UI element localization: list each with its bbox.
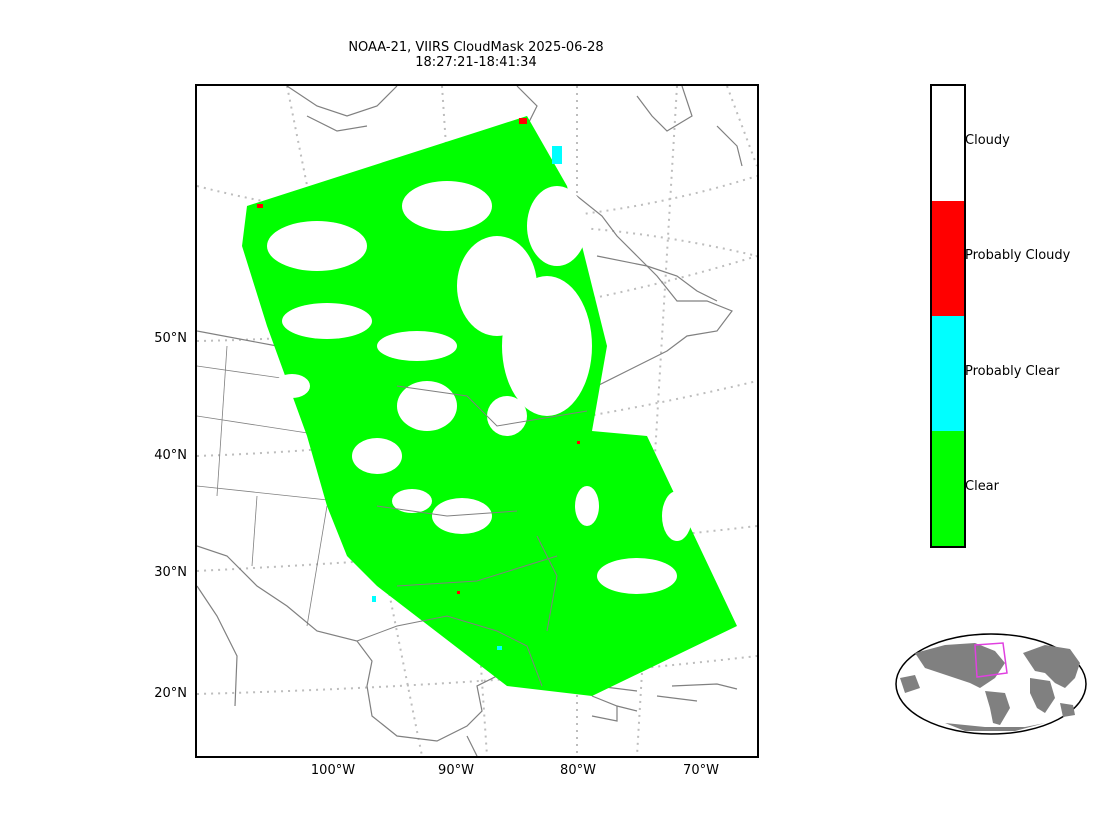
title-line-2: 18:27:21-18:41:34 — [415, 55, 537, 70]
colorbar-probably-clear — [932, 316, 964, 431]
overview-globe — [895, 633, 1089, 735]
overview-map — [895, 633, 1087, 735]
colorbar-clear — [932, 431, 964, 546]
lon-label-80: 80°W — [560, 763, 596, 778]
lon-label-100: 100°W — [310, 763, 356, 778]
lon-label-90: 90°W — [438, 763, 474, 778]
overview-swath-box — [974, 642, 1008, 678]
legend-label-cloudy: Cloudy — [965, 133, 1010, 148]
legend-label-clear: Clear — [965, 479, 999, 494]
map-panel — [195, 84, 759, 758]
map-canvas — [197, 86, 757, 756]
lat-label-40: 40°N — [154, 448, 187, 463]
legend-label-probably-cloudy: Probably Cloudy — [965, 248, 1071, 263]
cloudmask-swath — [242, 116, 737, 696]
overview-land — [900, 643, 1080, 731]
colorbar — [930, 84, 966, 548]
map-title: NOAA-21, VIIRS CloudMask 2025-06-28 18:2… — [276, 40, 676, 70]
colorbar-probably-cloudy — [932, 201, 964, 316]
title-line-1: NOAA-21, VIIRS CloudMask 2025-06-28 — [348, 40, 604, 55]
lat-label-20: 20°N — [154, 686, 187, 701]
lon-label-70: 70°W — [683, 763, 719, 778]
lat-label-50: 50°N — [154, 331, 187, 346]
lat-label-30: 30°N — [154, 565, 187, 580]
coastlines-overlay — [356, 385, 588, 687]
colorbar-cloudy — [932, 86, 964, 201]
legend-label-probably-clear: Probably Clear — [965, 364, 1060, 379]
